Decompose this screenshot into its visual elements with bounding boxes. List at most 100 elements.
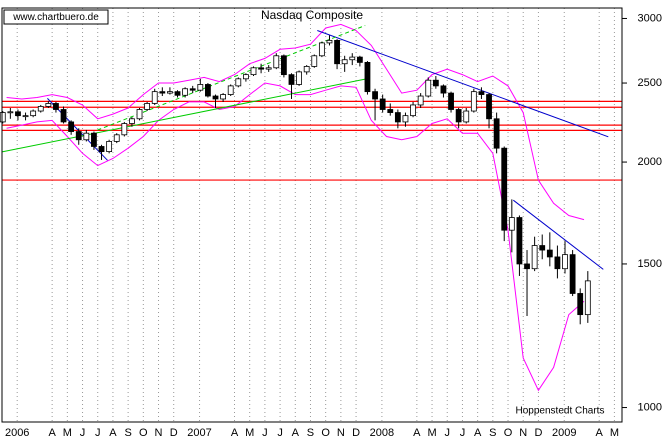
x-tick-label: A [596,427,604,439]
candle-body [15,111,21,117]
x-tick-label: S [307,427,314,439]
x-tick-label: J [444,427,450,439]
candle-body [205,84,211,97]
x-tick-label: J [262,427,268,439]
candle-body [470,91,477,112]
candle-body [98,146,105,152]
x-tick-label: 2009 [552,427,576,439]
candle-body [37,106,44,112]
candle-body [379,98,386,110]
x-tick-label: D [352,427,360,439]
candle-body [303,66,310,73]
source-label: www.chartbuero.de [12,12,99,23]
y-tick-label: 2500 [638,77,662,89]
candle-body [394,112,401,123]
x-tick-label: S [124,427,131,439]
candle-body [227,85,234,95]
x-tick-label: A [474,427,482,439]
candle-body [531,245,538,270]
candle-body [326,39,333,44]
credit-label: Hoppenstedt Charts [516,406,605,417]
candle-body [136,109,143,120]
candle-body [288,74,295,85]
source-box [3,9,109,25]
candle-body [539,245,546,251]
candle-body [121,123,128,136]
candle-body [0,112,6,123]
candle-body [508,217,515,231]
candle-body [197,84,204,91]
candle-body [296,71,302,85]
candle-body [569,254,576,294]
candle-body [182,88,189,96]
y-tick-label: 1500 [638,258,662,270]
candle-body [250,67,257,76]
candle-body [273,55,280,69]
candle-body [7,111,14,114]
candle-body [189,88,196,91]
candle-body [417,95,424,106]
y-tick-label: 1000 [638,401,662,413]
candle-body [349,56,356,61]
candle-body [501,147,508,231]
x-tick-label: A [413,427,421,439]
candle-body [113,134,120,142]
x-tick-label: S [489,427,496,439]
x-tick-label: J [80,427,86,439]
candle-body [318,42,325,57]
trend-line [317,30,609,138]
candle-body [387,109,394,113]
trend-line [1,78,366,153]
x-tick-label: 2008 [370,427,394,439]
candle-body [167,91,173,94]
x-tick-label: N [337,427,345,439]
candle-body [68,121,75,132]
candle-body [448,92,454,110]
candle-body [212,95,219,100]
x-tick-label: M [245,427,254,439]
x-tick-label: A [292,427,300,439]
x-tick-label: D [170,427,178,439]
candle-body [546,249,553,258]
candle-body [425,79,432,97]
x-tick-label: M [610,427,619,439]
candle-body [30,110,37,117]
candle-body [577,293,584,316]
candle-body [584,280,591,316]
candle-body [478,91,485,95]
candle-body [235,78,242,87]
candle-body [106,141,113,152]
x-tick-label: 2006 [5,427,29,439]
candle-body [372,91,378,100]
trend-line [512,199,604,270]
x-tick-label: 2007 [187,427,211,439]
x-tick-label: N [155,427,163,439]
candle-body [280,55,287,76]
bollinger-band [6,23,585,221]
x-tick-label: M [427,427,436,439]
candle-body [265,67,272,70]
candle-body [341,59,348,65]
x-tick-label: M [63,427,72,439]
candle-layer [0,35,591,325]
candle-body [364,62,371,93]
candle-body [410,104,416,117]
candle-body [242,74,249,80]
y-tick-label: 3000 [638,12,662,24]
x-tick-label: O [504,427,513,439]
x-tick-label: A [109,427,117,439]
grid-layer [16,8,615,422]
candle-body [524,263,530,270]
x-tick-label: O [321,427,330,439]
candle-body [432,79,439,87]
candle-body [45,103,52,107]
candle-body [334,39,340,65]
candle-body [75,131,82,141]
candle-body [554,256,561,270]
candle-body [91,132,97,147]
candle-body [463,110,470,123]
candle-body [258,67,264,70]
candle-body [151,91,158,104]
